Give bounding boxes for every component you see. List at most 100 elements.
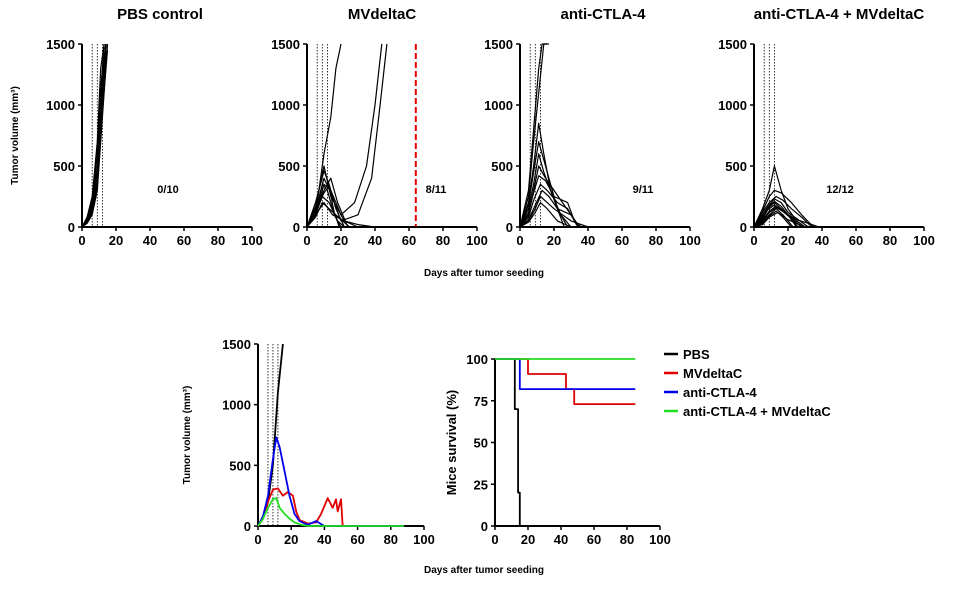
x-tick-label: 0 [491,532,498,547]
y-axis-label: Tumor volume (mm³) [10,86,21,185]
x-tick-label: 40 [143,233,157,248]
x-tick-label: 80 [436,233,450,248]
series-line-10 [753,210,792,228]
x-tick-label: 60 [849,233,863,248]
x-tick-label: 0 [516,233,523,248]
series-line-2 [753,195,813,228]
x-tick-label: 0 [78,233,85,248]
x-tick-label: 100 [649,532,671,547]
panel-survival: 0 20 40 60 80 100 0 25 50 75 100 Mice survival (%) P… [444,347,831,547]
series-line-mvdeltac [495,358,636,406]
x-tick-label: 0 [750,233,757,248]
legend-label: MVdeltaC [683,366,743,381]
x-tick-label: 80 [883,233,897,248]
series-line-6 [753,204,802,228]
x-tick-label: 20 [521,532,535,547]
y-tick-label: 1000 [484,98,513,113]
y-tick-label: 1500 [46,37,75,52]
x-tick-label: 80 [211,233,225,248]
y-tick-label: 100 [466,352,488,367]
response-fraction: 8/11 [426,184,447,196]
series-line-8 [753,206,819,228]
x-tick-label: 0 [254,532,261,547]
x-tick-label: 80 [620,532,634,547]
shared-x-axis-label-bottom: Days after tumor seeding [424,565,544,576]
y-tick-label: 75 [474,394,488,409]
y-tick-label: 0 [244,519,251,534]
series-line-10 [306,202,457,228]
legend-label: anti-CTLA-4 + MVdeltaC [683,404,831,419]
y-tick-label: 1500 [484,37,513,52]
x-tick-label: 40 [581,233,595,248]
series-line-0 [306,43,342,228]
x-tick-label: 40 [368,233,382,248]
y-tick-label: 500 [53,159,75,174]
y-tick-label: 0 [481,519,488,534]
chart-title: PBS control [117,6,203,23]
x-tick-label: 60 [350,532,364,547]
x-tick-label: 80 [384,532,398,547]
series-line-8 [519,189,580,228]
y-tick-label: 1500 [222,337,251,352]
x-tick-label: 0 [303,233,310,248]
x-tick-label: 60 [615,233,629,248]
x-tick-label: 100 [241,233,263,248]
legend-label: PBS [683,347,710,362]
y-tick-label: 1000 [46,98,75,113]
series-line-9 [519,195,670,228]
y-tick-label: 0 [68,220,75,235]
chart-title: anti-CTLA-4 [561,6,647,23]
y-tick-label: 0 [740,220,747,235]
series-line-4 [519,153,572,228]
x-tick-label: 60 [587,532,601,547]
x-tick-label: 80 [649,233,663,248]
series-line-8 [306,186,340,228]
series-line-11 [753,211,904,228]
x-tick-label: 60 [402,233,416,248]
x-tick-label: 20 [547,233,561,248]
y-tick-label: 1500 [718,37,747,52]
series-line-pbs [257,343,284,527]
series-line-10 [519,202,572,228]
y-tick-label: 0 [293,220,300,235]
y-tick-label: 1000 [222,398,251,413]
series-line-anti-ctla-4-mvdeltac [257,497,405,527]
y-tick-label: 25 [474,477,488,492]
series-line-anti-ctla-4 [257,436,405,527]
y-tick-label: 500 [491,159,513,174]
x-tick-label: 20 [334,233,348,248]
y-tick-label: 500 [229,458,251,473]
series-line-8 [81,43,107,228]
x-tick-label: 20 [284,532,298,547]
series-line-1 [753,189,814,228]
y-tick-label: 1500 [271,37,300,52]
series-line-6 [81,50,109,228]
chart-title: MVdeltaC [348,6,417,23]
series-line-9 [81,43,109,228]
legend-label: anti-CTLA-4 [683,385,757,400]
y-tick-label: 1000 [271,98,300,113]
series-line-6 [519,175,582,228]
series-line-pbs [495,358,522,527]
y-tick-label: 50 [474,436,488,451]
x-tick-label: 20 [109,233,123,248]
series-line-7 [753,205,806,228]
y-tick-label: 0 [506,220,513,235]
y-axis-label: Tumor volume (mm³) [182,386,193,485]
x-tick-label: 100 [679,233,701,248]
x-tick-label: 100 [413,532,435,547]
y-tick-label: 1000 [718,98,747,113]
y-tick-label: 500 [278,159,300,174]
x-tick-label: 40 [317,532,331,547]
x-tick-label: 20 [781,233,795,248]
y-tick-label: 500 [725,159,747,174]
x-tick-label: 100 [466,233,488,248]
x-tick-label: 40 [554,532,568,547]
series-line-7 [519,183,579,228]
response-fraction: 9/11 [633,184,654,196]
